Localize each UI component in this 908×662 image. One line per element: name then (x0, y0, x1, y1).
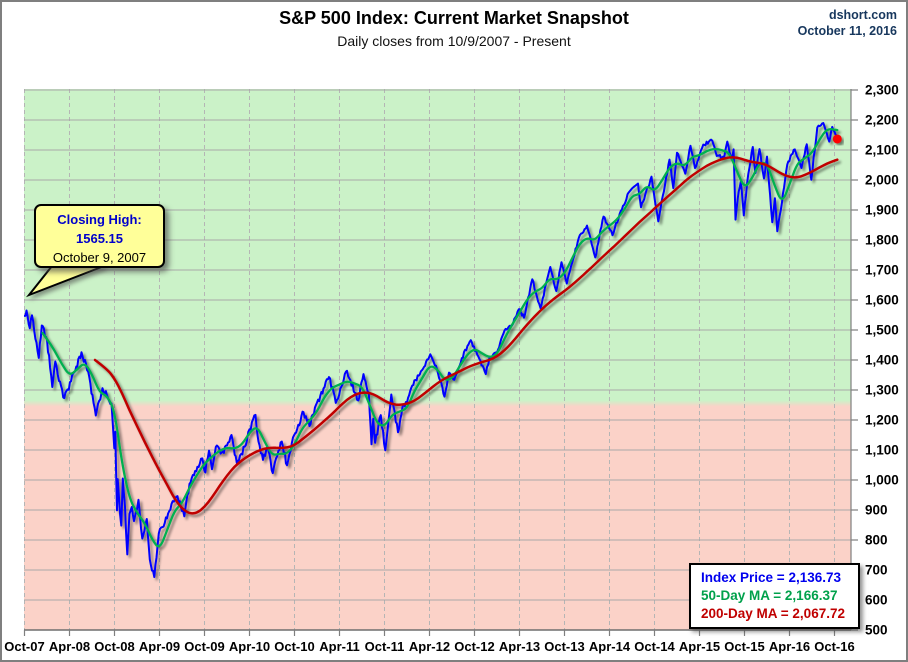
y-axis-label: 2,200 (865, 113, 899, 128)
y-axis-label: 1,400 (865, 353, 899, 368)
legend-row-index-price: Index Price = 2,136.73 (701, 569, 845, 587)
y-axis-label: 2,000 (865, 173, 899, 188)
legend-value: 2,136.73 (788, 570, 841, 585)
legend-value: 2,166.37 (784, 588, 838, 603)
callout-date: October 9, 2007 (52, 250, 147, 265)
x-axis-label: Oct-07 (4, 639, 44, 654)
page-subtitle: Daily closes from 10/9/2007 - Present (337, 33, 571, 49)
series-index-price-line (24, 122, 839, 578)
legend-value: 2,067.72 (792, 606, 845, 621)
y-axis-label: 1,300 (865, 383, 899, 398)
legend-box: Index Price = 2,136.73 50-Day MA = 2,166… (689, 563, 860, 629)
callout-caption: Closing High: (57, 212, 142, 227)
y-axis-label: 1,800 (865, 233, 899, 248)
y-axis-label: 1,700 (865, 263, 899, 278)
x-axis-label: Apr-11 (319, 639, 359, 654)
page-title: S&P 500 Index: Current Market Snapshot (279, 8, 629, 28)
x-axis-label: Apr-08 (49, 639, 90, 654)
x-axis-label: Oct-14 (634, 639, 675, 654)
legend-row-50day-ma: 50-Day MA = 2,166.37 (701, 587, 845, 605)
source-date: October 11, 2016 (797, 24, 897, 38)
y-axis-label: 2,300 (865, 83, 899, 98)
x-axis-label: Oct-13 (544, 639, 584, 654)
x-axis-label: Oct-10 (274, 639, 314, 654)
end-marker-dot (832, 134, 842, 144)
series-ma50-line (41, 127, 839, 548)
y-axis-label: 1,100 (865, 443, 899, 458)
x-axis-label: Oct-09 (184, 639, 224, 654)
y-axis-label: 1,000 (865, 473, 899, 488)
y-axis-label: 1,600 (865, 293, 899, 308)
x-axis-label: Oct-08 (94, 639, 134, 654)
x-axis-label: Apr-12 (409, 639, 450, 654)
x-axis-label: Apr-15 (679, 639, 720, 654)
legend-separator: = (773, 570, 789, 585)
y-axis-label: 600 (865, 593, 888, 608)
x-axis-label: Oct-12 (454, 639, 494, 654)
legend-separator: = (777, 606, 793, 621)
y-axis-label: 500 (865, 623, 888, 638)
source-block: dshort.com October 11, 2016 (798, 7, 897, 39)
x-axis-label: Apr-14 (589, 639, 631, 654)
x-axis-label: Oct-16 (814, 639, 854, 654)
series-ma200-line (93, 156, 839, 515)
y-axis-label: 1,900 (865, 203, 899, 218)
x-axis-label: Apr-10 (229, 639, 270, 654)
legend-row-200day-ma: 200-Day MA = 2,067.72 (701, 605, 845, 623)
legend-label: Index Price (701, 570, 774, 585)
legend-label: 50-Day MA (701, 588, 770, 603)
legend-separator: = (769, 588, 785, 603)
x-axis-label: Oct-11 (365, 639, 405, 654)
closing-high-callout: Closing High: 1565.15 October 9, 2007 (34, 204, 165, 268)
y-axis-label: 2,100 (865, 143, 899, 158)
y-axis-label: 1,500 (865, 323, 899, 338)
y-axis-label: 800 (865, 533, 888, 548)
legend-label: 200-Day MA (701, 606, 778, 621)
x-axis-label: Apr-16 (769, 639, 810, 654)
x-axis-label: Apr-13 (499, 639, 540, 654)
y-axis-label: 700 (865, 563, 888, 578)
source-site: dshort.com (828, 8, 897, 22)
x-axis-label: Apr-09 (139, 639, 180, 654)
y-axis-label: 1,200 (865, 413, 899, 428)
y-axis-label: 900 (865, 503, 888, 518)
x-axis-label: Oct-15 (724, 639, 764, 654)
callout-value: 1565.15 (76, 231, 123, 246)
